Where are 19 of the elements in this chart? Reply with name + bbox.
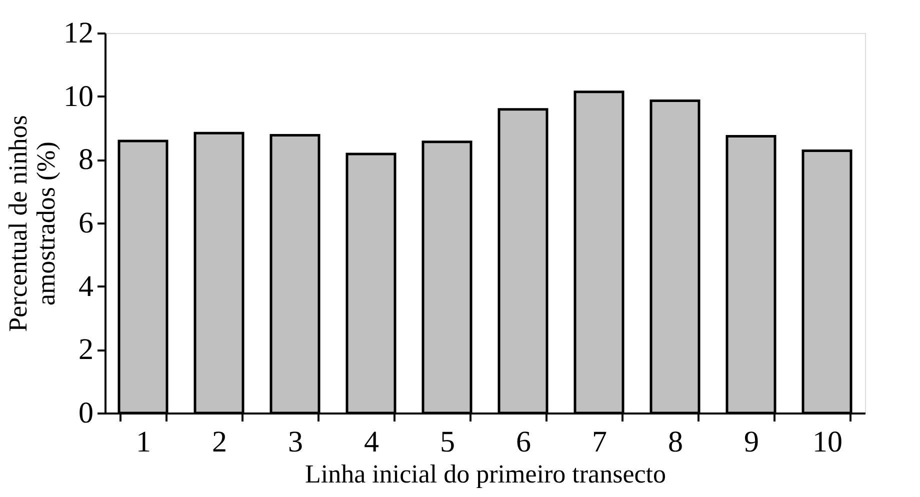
x-axis-title: Linha inicial do primeiro transecto (305, 460, 666, 488)
x-tick-label: 6 (516, 426, 531, 458)
y-tick-label: 6 (78, 206, 94, 240)
y-tick-label: 12 (64, 16, 94, 50)
x-tick-label: 10 (812, 426, 842, 458)
y-tick-label: 0 (78, 396, 94, 430)
x-tick-label: 8 (668, 426, 683, 458)
x-tick-label: 9 (744, 426, 759, 458)
x-tick-label: 5 (440, 426, 455, 458)
y-tick-label: 2 (78, 333, 94, 366)
x-tick-label: 4 (364, 426, 379, 458)
x-tick-label: 7 (592, 426, 607, 458)
x-tick-label: 3 (288, 426, 303, 458)
y-tick-label: 4 (78, 270, 94, 303)
x-tick-label: 1 (136, 426, 151, 458)
x-tick-label: 2 (212, 426, 227, 458)
y-tick-label: 10 (64, 80, 94, 113)
y-tick-label: 8 (78, 143, 94, 176)
y-axis-title: Percentual de ninhos amostrados (%) (4, 115, 60, 332)
